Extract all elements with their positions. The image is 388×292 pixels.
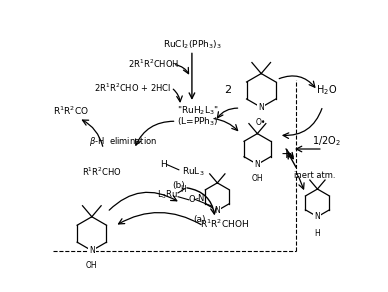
Text: (L=PPh$_3$): (L=PPh$_3$) <box>177 115 219 128</box>
Text: N: N <box>255 160 260 169</box>
Text: OH: OH <box>86 261 98 270</box>
Text: (b): (b) <box>172 181 185 190</box>
Text: inert atm.: inert atm. <box>294 171 336 180</box>
Text: H: H <box>160 160 167 169</box>
Text: +: + <box>281 147 293 161</box>
Text: 1/2O$_2$: 1/2O$_2$ <box>312 134 341 148</box>
Text: OH: OH <box>251 174 263 183</box>
Text: "RuH$_2$L$_3$": "RuH$_2$L$_3$" <box>177 104 219 117</box>
Text: -N: -N <box>196 194 205 203</box>
Text: O: O <box>188 194 195 204</box>
Text: R$^1$R$^2$CHOH: R$^1$R$^2$CHOH <box>201 218 249 230</box>
Text: O•: O• <box>256 118 267 127</box>
Text: L$_3$Ru: L$_3$Ru <box>157 189 178 201</box>
Text: H: H <box>180 185 186 194</box>
Text: N: N <box>89 246 95 255</box>
Text: N: N <box>258 103 264 112</box>
Text: N: N <box>315 212 320 221</box>
Text: N: N <box>215 206 220 215</box>
Text: $\beta$-H  elimination: $\beta$-H elimination <box>88 135 157 148</box>
Text: 2R$^1$R$^2$CHO + 2HCl: 2R$^1$R$^2$CHO + 2HCl <box>94 81 171 94</box>
Text: H$_2$O: H$_2$O <box>316 84 337 97</box>
Text: H: H <box>315 229 320 237</box>
Text: RuL$_3$: RuL$_3$ <box>182 166 204 178</box>
Text: RuCl$_2$(PPh$_3$)$_3$: RuCl$_2$(PPh$_3$)$_3$ <box>163 38 221 51</box>
Text: 2: 2 <box>225 86 232 95</box>
Text: (a): (a) <box>193 215 206 224</box>
Text: R$^1$R$^2$CHO: R$^1$R$^2$CHO <box>82 166 122 178</box>
Text: 2R$^1$R$^2$CHOH: 2R$^1$R$^2$CHOH <box>128 58 179 70</box>
Text: R$^1$R$^2$CO: R$^1$R$^2$CO <box>53 104 89 117</box>
